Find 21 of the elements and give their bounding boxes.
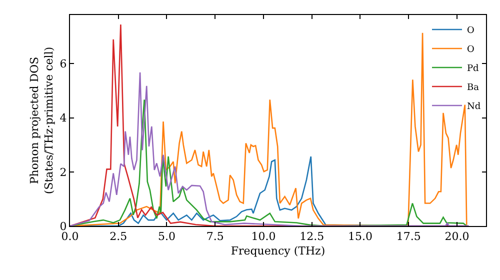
x-tick-label: 17.5 bbox=[396, 230, 421, 244]
x-tick-label: 12.5 bbox=[300, 230, 324, 244]
x-tick-label: 10.0 bbox=[251, 230, 276, 244]
x-axis-title: Frequency (THz) bbox=[230, 244, 326, 258]
y-axis-title: Phonon projected DOS (States/THz·primitive cell) bbox=[28, 46, 56, 194]
legend-label: O bbox=[467, 45, 474, 56]
x-tick-label: 7.5 bbox=[206, 230, 224, 244]
x-tick-label: 5.0 bbox=[158, 230, 176, 244]
y-tick-label: 6 bbox=[60, 58, 67, 71]
line-series bbox=[70, 72, 470, 226]
y-tick-label: 4 bbox=[60, 112, 67, 125]
x-tick-label: 15.0 bbox=[348, 230, 372, 244]
legend-label: O bbox=[467, 26, 474, 36]
y-tick-label: 0 bbox=[60, 220, 67, 233]
legend-label: Nd bbox=[467, 102, 481, 112]
x-tick-label: 0.0 bbox=[61, 230, 79, 244]
legend-label: Ba bbox=[467, 83, 480, 94]
x-tick-label: 20.0 bbox=[444, 230, 470, 244]
legend-label: Pd bbox=[467, 64, 480, 74]
y-tick-label: 2 bbox=[60, 166, 67, 179]
x-tick-label: 2.5 bbox=[110, 230, 128, 244]
